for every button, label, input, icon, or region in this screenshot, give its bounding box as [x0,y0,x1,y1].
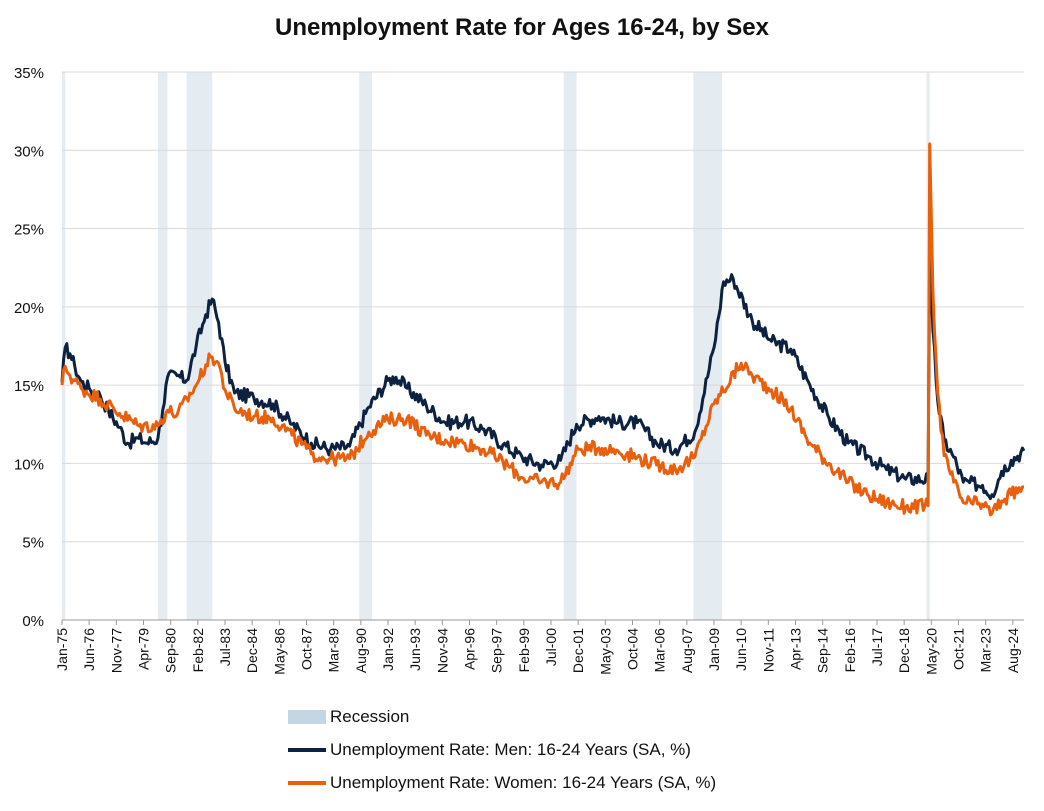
x-tick-label: Nov-77 [108,628,124,673]
y-tick-label: 5% [22,535,44,552]
y-tick-label: 10% [14,456,44,473]
recession-band-3 [359,72,373,620]
x-tick-label: Aug-07 [679,628,695,673]
recession-band-2 [186,72,213,620]
y-tick-label: 20% [14,300,44,317]
legend-label-men: Unemployment Rate: Men: 16-24 Years (SA,… [330,739,691,759]
x-tick-label: Jul-83 [217,628,233,666]
x-tick-label: Apr-13 [787,628,803,670]
x-tick-label: Oct-87 [298,628,314,670]
x-tick-label: Jan-75 [54,628,70,671]
x-tick-label: Jan-92 [380,628,396,671]
x-tick-label: Oct-04 [624,628,640,670]
x-tick-label: Feb-99 [516,628,532,673]
x-tick-label: Sep-80 [163,628,179,673]
x-tick-label: Mar-89 [326,628,342,673]
x-tick-label: Jul-17 [869,628,885,666]
legend-swatch-recession [288,709,326,724]
legend-swatch-women [288,780,326,785]
recession-band-1 [157,72,168,620]
y-axis: 0% 5% 10% 15% 20% 25% 30% 35% [14,65,44,630]
x-tick-label: Mar-06 [652,628,668,673]
x-tick-label: Feb-16 [842,628,858,673]
y-tick-label: 30% [14,143,44,160]
legend-label-recession: Recession [330,706,410,726]
legend-item-women: Unemployment Rate: Women: 16-24 Years (S… [288,766,716,799]
x-tick-label: Aug-24 [1005,628,1021,673]
x-tick-label: Dec-01 [570,628,586,673]
x-tick-label: May-03 [597,628,613,675]
x-tick-label: May-20 [923,628,939,675]
y-tick-label: 0% [22,613,44,630]
x-tick-label: Aug-90 [353,628,369,673]
x-axis: Jan-75 Jun-76 Nov-77 Apr-79 Sep-80 Feb-82 Jul-… [54,620,1021,675]
x-tick-label: May-86 [271,628,287,675]
x-tick-label: Nov-11 [760,628,776,672]
legend: Recession Unemployment Rate: Men: 16-24 … [288,700,716,799]
x-tick-label: Jul-00 [543,628,559,666]
y-tick-label: 15% [14,378,44,395]
x-tick-label: Jun-76 [81,628,97,671]
x-tick-label: Apr-79 [135,628,151,670]
x-tick-label: Feb-82 [190,628,206,673]
series-lines [60,142,1026,517]
x-tick-label: Jan-09 [706,628,722,671]
recession-band-4 [563,72,577,620]
x-tick-label: Nov-94 [434,628,450,673]
series-line-men [60,250,1026,501]
x-tick-label: Jun-10 [733,628,749,671]
legend-swatch-men [288,747,326,752]
recession-bands [62,72,930,620]
legend-item-recession: Recession [288,700,716,733]
x-tick-label: Dec-84 [244,628,260,673]
x-tick-label: Jun-93 [407,628,423,671]
series-line-women [60,142,1024,517]
x-tick-label: Sep-14 [815,628,831,673]
x-tick-label: Oct-21 [950,628,966,670]
legend-label-women: Unemployment Rate: Women: 16-24 Years (S… [330,772,717,792]
y-tick-label: 35% [14,65,44,82]
x-tick-label: Sep-97 [489,628,505,673]
chart-title: Unemployment Rate for Ages 16-24, by Sex [275,14,769,41]
x-tick-label: Dec-18 [896,628,912,673]
y-tick-label: 25% [14,222,44,239]
legend-item-men: Unemployment Rate: Men: 16-24 Years (SA,… [288,733,716,766]
recession-band-0 [62,72,66,620]
x-tick-label: Apr-96 [461,628,477,670]
x-tick-label: Mar-23 [978,628,994,673]
recession-band-5 [693,72,722,620]
